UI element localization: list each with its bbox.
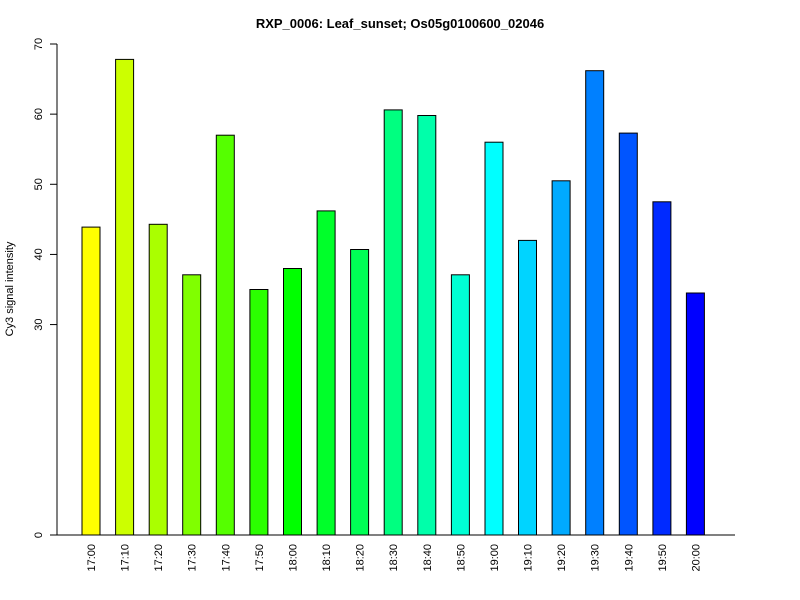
bar-2000 [685,292,705,536]
x-tick-label: 19:10 [523,544,535,572]
bar-1840 [417,115,437,536]
y-tick-label: 0 [33,532,45,538]
bar-1750 [249,289,269,536]
bar-1940 [618,132,638,536]
x-tick-label: 17:20 [153,544,165,572]
x-tick-label: 19:40 [623,544,635,572]
x-tick-label: 18:30 [388,544,400,572]
bar-1740 [215,134,235,536]
y-tick-label: 50 [33,178,45,190]
chart-title: RXP_0006: Leaf_sunset; Os05g0100600_0204… [256,16,544,31]
x-tick-label: 18:50 [455,544,467,572]
x-tick-label: 17:30 [187,544,199,572]
y-axis: 0 30 40 50 60 70 [33,38,58,538]
x-tick-label: 17:00 [86,544,98,572]
x-tick-label: 17:50 [254,544,266,572]
bar-1800 [283,268,302,536]
x-tick-label: 18:10 [321,544,333,572]
x-tick-label: 19:50 [657,544,669,572]
x-tick-label: 18:40 [422,544,434,572]
x-tick-label: 19:00 [489,544,501,572]
bar-1720 [148,223,168,536]
bars-group [81,58,705,536]
x-tick-label: 18:00 [288,544,300,572]
bar-1810 [316,210,336,536]
bar-1850 [450,274,470,536]
bar-1730 [182,274,202,536]
bar-1900 [484,141,504,536]
x-tick-label: 19:20 [556,544,568,572]
bar-1920 [551,180,571,536]
x-tick-label: 17:40 [220,544,232,572]
x-axis-labels: 17:00 17:10 17:20 17:30 17:40 17:50 18:00 18:10… [86,544,702,572]
x-tick-label: 18:20 [355,544,367,572]
bar-1700 [81,226,101,536]
x-tick-label: 20:00 [690,544,702,572]
x-tick-label: 19:30 [590,544,602,572]
x-tick-label: 17:10 [120,544,132,572]
y-tick-label: 30 [33,318,45,330]
y-tick-label: 60 [33,108,45,120]
bar-1910 [518,239,537,536]
y-tick-label: 70 [33,38,45,50]
bar-1830 [383,109,403,536]
y-axis-label: Cy3 signal intensity [4,241,16,336]
bar-1710 [115,58,135,536]
bar-1950 [652,201,672,536]
y-tick-label: 40 [33,248,45,260]
bar-1820 [350,249,370,536]
bar-1930 [585,70,605,536]
